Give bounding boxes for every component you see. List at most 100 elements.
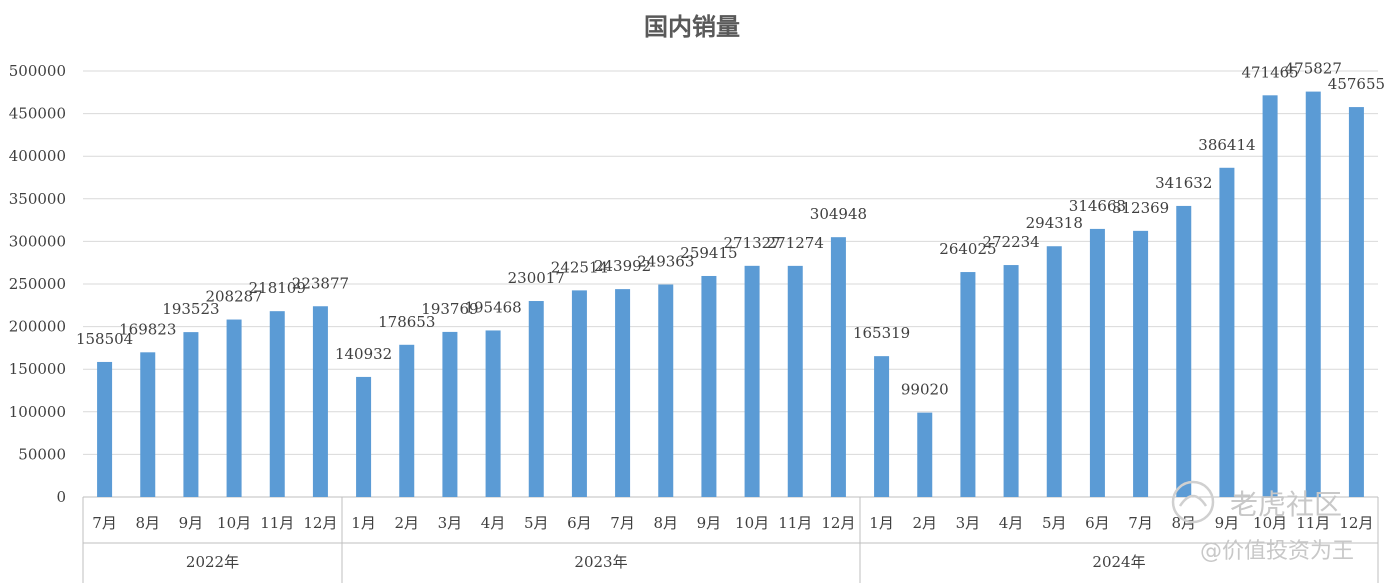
bar <box>787 265 803 497</box>
bar <box>183 332 199 497</box>
y-tick-label: 150000 <box>9 360 66 378</box>
data-label: 158504 <box>76 330 133 348</box>
bar <box>312 306 328 497</box>
x-tick-label: 10月 <box>217 514 251 532</box>
x-tick-label: 8月 <box>135 514 160 532</box>
bar <box>701 275 717 497</box>
data-label: 259415 <box>680 244 737 262</box>
data-label: 314663 <box>1069 197 1126 215</box>
year-group-label: 2024年 <box>1092 553 1145 571</box>
data-label: 230017 <box>508 269 565 287</box>
chart-title: 国内销量 <box>644 13 740 41</box>
x-tick-label: 1月 <box>351 514 376 532</box>
x-tick-label: 9月 <box>179 514 204 532</box>
x-tick-label: 8月 <box>653 514 678 532</box>
data-label: 208287 <box>205 288 262 306</box>
x-tick-label: 6月 <box>1085 514 1110 532</box>
y-axis-ticks: 0 50000 100000 150000 200000 250000 300000 3500… <box>9 62 66 506</box>
data-label: 243992 <box>594 257 651 275</box>
y-tick-label: 0 <box>56 488 66 506</box>
x-tick-label: 5月 <box>524 514 549 532</box>
x-tick-label: 2月 <box>394 514 419 532</box>
x-tick-label: 3月 <box>956 514 981 532</box>
y-tick-label: 100000 <box>9 403 66 421</box>
data-label: 165319 <box>853 324 910 342</box>
bars <box>97 91 1364 498</box>
x-tick-label: 11月 <box>260 514 294 532</box>
x-tick-label: 9月 <box>1215 514 1240 532</box>
x-tick-label: 12月 <box>1339 514 1373 532</box>
year-group-label: 2022年 <box>186 553 239 571</box>
bar <box>485 330 501 497</box>
data-label: 264025 <box>939 240 996 258</box>
x-tick-label: 10月 <box>735 514 769 532</box>
x-tick-label: 4月 <box>999 514 1024 532</box>
x-tick-label: 8月 <box>1171 514 1196 532</box>
bar <box>356 376 372 497</box>
bar <box>1133 230 1149 497</box>
data-label: 223877 <box>292 274 349 292</box>
bar <box>399 344 415 497</box>
x-tick-label: 7月 <box>1128 514 1153 532</box>
year-group-label: 2023年 <box>574 553 627 571</box>
data-label: 386414 <box>1198 136 1255 154</box>
bar <box>1089 228 1105 498</box>
data-label: 178653 <box>378 313 435 331</box>
x-tick-label: 12月 <box>821 514 855 532</box>
bar <box>615 289 631 497</box>
bar <box>226 319 242 497</box>
data-label: 169823 <box>119 320 176 338</box>
gridlines <box>83 70 1378 498</box>
x-tick-label: 2月 <box>912 514 937 532</box>
x-tick-label: 1月 <box>869 514 894 532</box>
y-tick-label: 400000 <box>9 147 66 165</box>
data-label: 249363 <box>637 253 694 271</box>
y-tick-label: 500000 <box>9 62 66 80</box>
tiger-logo-icon <box>1171 480 1215 524</box>
x-tick-label: 11月 <box>1296 514 1330 532</box>
x-tick-label: 9月 <box>697 514 722 532</box>
bar <box>1262 95 1278 497</box>
watermark-brand: 老虎社区 <box>1230 488 1342 521</box>
y-tick-label: 200000 <box>9 318 66 336</box>
bar <box>1305 91 1321 497</box>
data-label: 304948 <box>810 205 867 223</box>
data-label: 294318 <box>1026 214 1083 232</box>
y-tick-label: 300000 <box>9 232 66 250</box>
bar <box>1003 265 1019 497</box>
x-tick-label: 7月 <box>92 514 117 532</box>
x-tick-label: 10月 <box>1253 514 1287 532</box>
x-tick-label: 3月 <box>438 514 463 532</box>
y-tick-label: 450000 <box>9 105 66 123</box>
bar <box>744 265 760 497</box>
data-label: 195468 <box>464 298 521 316</box>
bar <box>917 412 933 497</box>
bar <box>442 331 458 497</box>
bar <box>1348 107 1364 497</box>
bar <box>528 301 544 497</box>
data-label: 475827 <box>1285 60 1342 78</box>
data-label: 193523 <box>162 300 219 318</box>
x-axis: 7月 8月 9月 10月 11月 12月 1月 2月 3月 4月 5月 6月 7月 8月 9月 10月 11月 1… <box>82 497 1379 583</box>
data-label: 471465 <box>1241 63 1298 81</box>
data-label: 457655 <box>1328 75 1385 93</box>
bar <box>97 361 113 497</box>
y-tick-label: 50000 <box>18 445 66 463</box>
y-tick-label: 350000 <box>9 190 66 208</box>
data-label: 271274 <box>767 234 824 252</box>
bar <box>874 356 890 497</box>
y-tick-label: 250000 <box>9 275 66 293</box>
x-tick-label: 11月 <box>778 514 812 532</box>
watermark: 老虎社区 @价值投资为王 <box>1171 480 1354 564</box>
data-label: 193769 <box>421 300 478 318</box>
x-tick-label: 5月 <box>1042 514 1067 532</box>
watermark-author: @价值投资为王 <box>1200 539 1354 564</box>
bar <box>1046 246 1062 497</box>
data-label: 312369 <box>1112 199 1169 217</box>
bar <box>1176 205 1192 497</box>
data-label: 99020 <box>901 381 949 399</box>
x-tick-label: 7月 <box>610 514 635 532</box>
data-label: 272234 <box>982 233 1039 251</box>
